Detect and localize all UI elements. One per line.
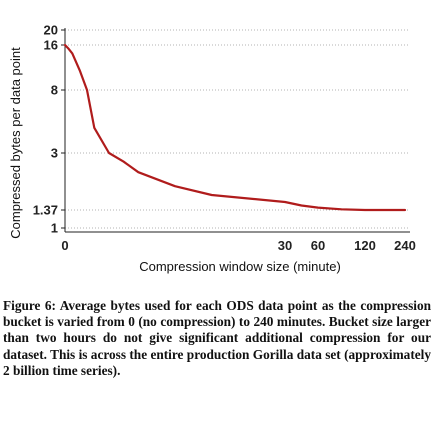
y-tick-label: 8 (51, 83, 58, 98)
figure-caption: Figure 6: Average bytes used for each OD… (3, 298, 431, 378)
grid-layer (65, 29, 410, 229)
x-tick-label: 30 (278, 238, 292, 253)
y-tick-label: 1.37 (33, 203, 58, 218)
series-layer (63, 43, 407, 212)
x-tick-label: 240 (394, 238, 416, 253)
axis-layer (61, 28, 410, 233)
x-tick-label: 0 (61, 238, 68, 253)
y-tick-label: 16 (44, 38, 58, 53)
x-tick-label: 60 (311, 238, 325, 253)
y-tick-label: 3 (51, 146, 58, 161)
chart: 1 1.37 3 8 16 20 0 30 60 120 240 Compression wind… (8, 23, 416, 275)
series-line (63, 43, 407, 212)
y-axis-label: Compressed bytes per data point (8, 47, 23, 239)
x-tick-label: 120 (354, 238, 376, 253)
y-tick-label: 20 (44, 23, 58, 38)
x-tick-labels: 0 30 60 120 240 (61, 238, 415, 253)
y-tick-label: 1 (51, 221, 58, 236)
x-axis-label: Compression window size (minute) (139, 259, 341, 274)
